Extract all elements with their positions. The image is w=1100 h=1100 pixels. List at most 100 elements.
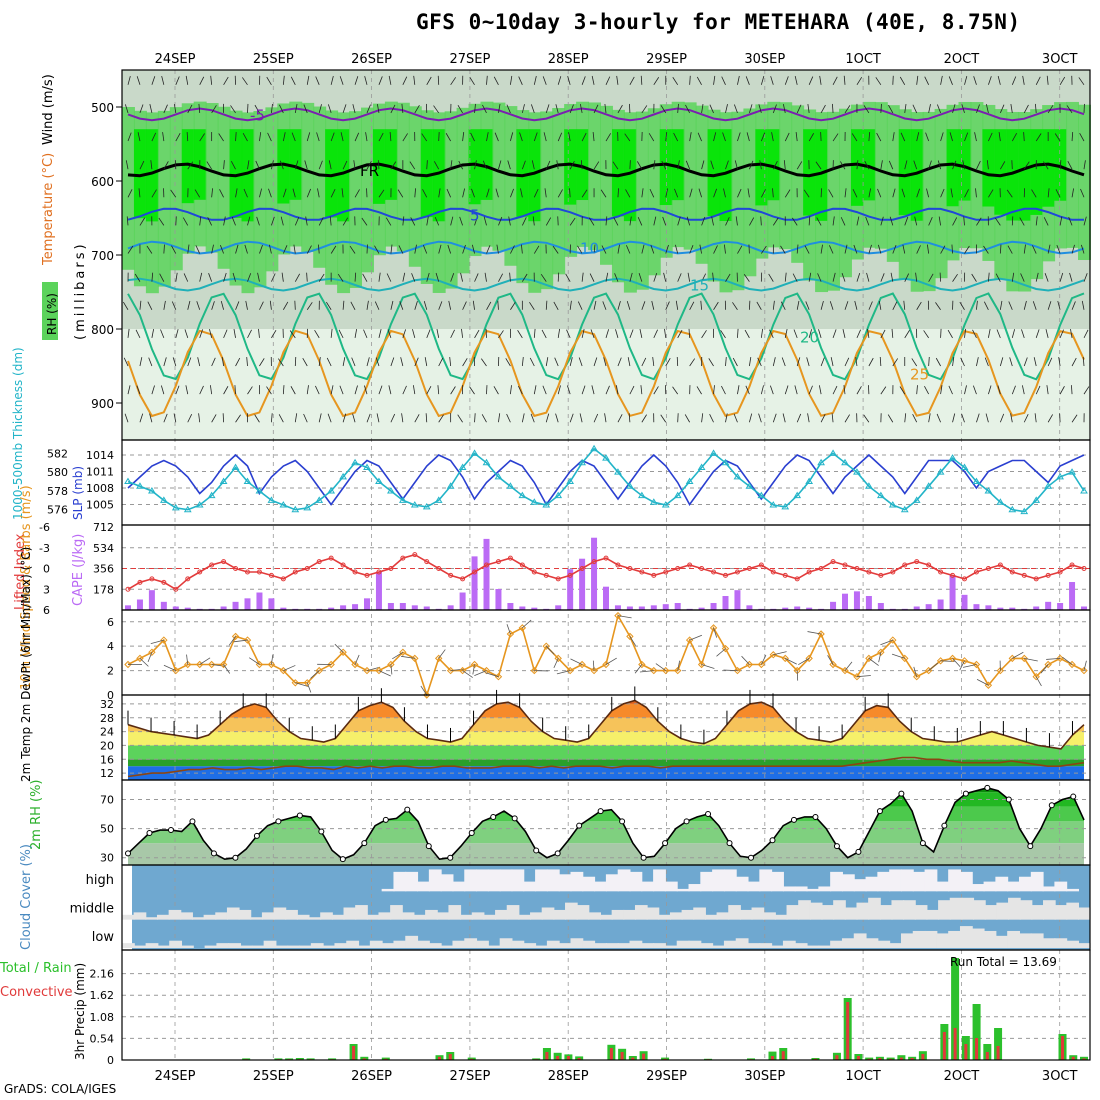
cloud-cell xyxy=(228,943,242,948)
wind-barb xyxy=(149,413,153,423)
wind-barb xyxy=(940,75,943,85)
wind-barb xyxy=(605,329,610,338)
wind-barb-10m xyxy=(592,660,595,671)
li-marker xyxy=(699,566,705,571)
cape-bar xyxy=(459,592,466,610)
li-marker xyxy=(842,562,848,568)
wind-barb xyxy=(940,132,944,142)
wind-barb xyxy=(199,385,204,395)
wind-speed-marker xyxy=(399,648,407,656)
li-marker xyxy=(818,566,824,571)
wind-barb xyxy=(387,329,392,339)
wind-barb xyxy=(1047,188,1050,198)
wind-barb xyxy=(749,104,753,114)
wind-speed-marker xyxy=(219,660,228,669)
wind-barb xyxy=(1035,216,1038,226)
isotherm-line xyxy=(127,329,1085,418)
wind-barb xyxy=(701,330,707,339)
wind-barb xyxy=(291,132,296,142)
pressure-tick-label: 700 xyxy=(91,249,114,263)
thickness-line-marker xyxy=(984,486,993,494)
temperature-axis-label: Temperature (°C) xyxy=(41,153,56,266)
thickness-line-marker xyxy=(434,496,443,503)
cloud-cell xyxy=(763,912,776,920)
wind-barb xyxy=(255,160,260,170)
wind-barb xyxy=(844,414,850,423)
wind-barb xyxy=(471,244,475,254)
rh-marker xyxy=(232,854,239,861)
wind-barb xyxy=(700,300,702,310)
grads-credit: GrADS: COLA/IGES xyxy=(4,1082,117,1096)
precip-conv-bar xyxy=(1071,1056,1075,1060)
wind-barb-10m xyxy=(741,655,750,665)
cape-bar xyxy=(877,603,884,610)
li-marker xyxy=(400,555,406,561)
thickness-line-marker xyxy=(494,472,503,480)
wind-barb-10m xyxy=(506,624,511,635)
rh-high-band xyxy=(289,129,303,200)
wind-barb xyxy=(354,328,358,338)
wind-barb xyxy=(999,300,1003,310)
rh-high-band xyxy=(1042,129,1056,207)
cape-bar xyxy=(614,605,621,610)
temp-tick-label: 32 xyxy=(100,698,114,711)
temp-tick-label: 28 xyxy=(100,712,114,725)
wind-barb xyxy=(194,189,201,198)
wind-barb xyxy=(722,132,726,142)
wind-barb xyxy=(282,385,285,395)
wind-barb xyxy=(259,301,264,310)
thickness-line-marker xyxy=(1056,472,1064,480)
thickness-line-marker xyxy=(243,477,252,485)
wind-speed-marker xyxy=(912,672,921,681)
wind-barb xyxy=(486,132,489,142)
cloud-cell xyxy=(308,917,322,920)
cloud-cell xyxy=(588,912,602,920)
cloud-ylabel: Cloud Cover (%) xyxy=(19,844,34,950)
pressure-tick-label: 600 xyxy=(91,175,114,189)
wind-speed-marker xyxy=(375,666,383,675)
cloud-cell xyxy=(393,940,407,948)
upper-air-ylabels: RH (%) xyxy=(42,282,59,340)
precip-conv-bar xyxy=(835,1055,839,1060)
cloud-cell xyxy=(971,928,985,948)
temp-tick-label: 16 xyxy=(100,753,114,766)
wind-barb-10m xyxy=(211,664,226,667)
wind-barb xyxy=(975,188,977,198)
rh-high-band xyxy=(229,129,243,218)
cloud-cell xyxy=(833,900,846,920)
panel-frame xyxy=(121,949,1091,1061)
wind-barb xyxy=(856,160,859,170)
wind-barb xyxy=(318,273,325,282)
wind-barb xyxy=(581,272,584,282)
cloud-cell xyxy=(133,912,147,920)
wind-barb xyxy=(600,189,607,198)
wind-barb xyxy=(629,272,633,282)
wind-barb xyxy=(498,103,501,113)
wind-barb xyxy=(376,413,380,423)
wind-barb xyxy=(199,133,205,142)
wind-barb-10m xyxy=(634,664,643,674)
wind-barb xyxy=(1071,357,1077,367)
wind-barb xyxy=(390,300,394,310)
wind-barb xyxy=(756,301,762,310)
wind-barb xyxy=(259,188,263,198)
wind-barb xyxy=(554,357,559,367)
wind-barb xyxy=(928,160,932,170)
wind-barb xyxy=(259,358,265,367)
wind-barb xyxy=(505,358,511,367)
wind-speed-marker xyxy=(853,672,861,681)
cloud-cell xyxy=(263,940,277,948)
wind-barb xyxy=(593,413,599,423)
cloud-cell xyxy=(1054,938,1068,948)
cape-bar xyxy=(160,601,167,610)
cloud-cell xyxy=(1008,897,1021,920)
cloud-cell xyxy=(358,945,371,948)
wind-speed-marker xyxy=(972,660,981,669)
wind-barb xyxy=(589,273,595,282)
wind-barb xyxy=(794,385,798,395)
rh-mid-band xyxy=(588,102,602,251)
cloud-cell xyxy=(629,940,643,948)
wind-barb xyxy=(374,245,380,254)
precip-conv-bar xyxy=(856,1056,860,1060)
cloud-cell xyxy=(203,914,217,920)
